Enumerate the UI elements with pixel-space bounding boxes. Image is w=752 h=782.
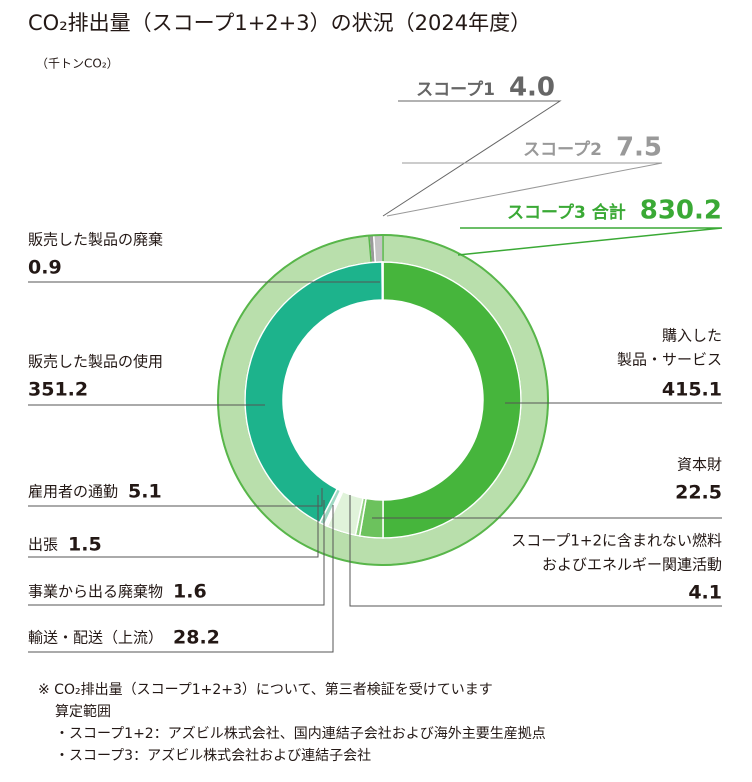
note: ・スコープ1+2：アズビル株式会社、国内連結子会社および海外主要生産拠点	[55, 726, 546, 742]
chart-title: CO₂排出量（スコープ1+2+3）の状況（2024年度）	[28, 11, 531, 35]
leader-line	[28, 500, 325, 606]
leader-line	[386, 162, 663, 217]
category-label: およびエネルギー関連活動	[542, 556, 722, 574]
outer-value-label: 4.0	[509, 73, 555, 103]
note: ・スコープ3：アズビル株式会社および連結子会社	[55, 748, 371, 764]
value-label: 351.2	[28, 379, 88, 401]
value-label: 0.9	[28, 257, 62, 279]
legend-label: スコープ3 合計	[507, 202, 626, 223]
category-label: 出張	[28, 536, 58, 554]
leader-line	[28, 505, 334, 653]
leader-line	[382, 100, 562, 217]
category-label: 事業から出る廃棄物	[28, 583, 163, 601]
value-label: 415.1	[662, 379, 722, 401]
inner-segment	[382, 261, 522, 539]
value-label: 5.1	[128, 481, 162, 503]
leader-line	[28, 488, 323, 507]
category-label: 輸送・配送（上流）	[28, 629, 163, 647]
value-label: 22.5	[675, 482, 722, 504]
legend-label: スコープ1	[416, 79, 495, 100]
category-label: 製品・サービス	[617, 351, 722, 369]
leader-line	[349, 495, 722, 607]
outer-segment	[372, 234, 384, 264]
category-label: 購入した	[662, 327, 722, 345]
note: 算定範囲	[55, 703, 111, 720]
category-label: 雇用者の通勤	[28, 483, 118, 501]
legend-label: スコープ2	[523, 139, 602, 160]
value-label: 1.5	[68, 534, 102, 556]
category-label: スコープ1+2に含まれない燃料	[511, 532, 722, 550]
inner-segment	[244, 261, 384, 524]
value-label: 4.1	[688, 582, 722, 604]
category-label: 販売した製品の使用	[28, 353, 163, 371]
inner-segment	[381, 261, 384, 301]
category-label: 資本財	[677, 456, 722, 474]
value-label: 1.6	[173, 581, 207, 603]
outer-value-label: 830.2	[640, 196, 722, 226]
category-label: 販売した製品の廃棄	[28, 231, 163, 249]
ring-outline	[217, 234, 549, 566]
outer-value-label: 7.5	[616, 133, 662, 163]
leader-line	[28, 495, 319, 558]
value-label: 28.2	[173, 627, 220, 649]
leader-line	[457, 227, 723, 256]
unit-label: （千トンCO₂）	[36, 57, 119, 71]
note: ※ CO₂排出量（スコープ1+2+3）について、第三者検証を受けています	[38, 681, 493, 698]
